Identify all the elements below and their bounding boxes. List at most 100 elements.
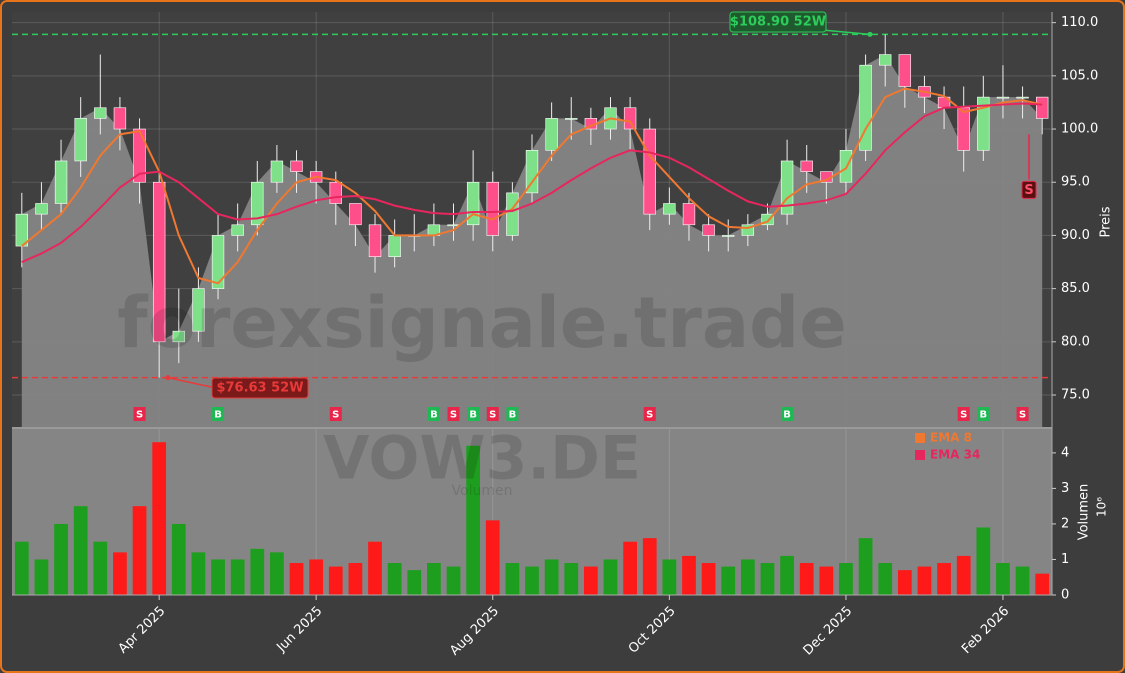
signal-box [486,407,499,421]
signal-box [781,407,794,421]
volume-bar [839,563,853,595]
range-arrow-head [165,375,171,381]
candle-body [74,118,87,162]
signal-label: B [509,410,517,421]
volume-bar [73,506,88,595]
range-arrow [167,376,217,389]
volume-bar [682,555,696,595]
volume-bar [740,559,755,595]
candle-body [466,181,480,226]
candle-body [702,224,715,236]
candle-body [388,235,401,258]
volume-bar [760,563,775,595]
volume-bar [132,506,147,595]
volume-bar [584,566,598,595]
volume-bar [54,523,68,595]
volume-bar [917,566,932,595]
volume-bar [309,559,324,595]
volume-bar [368,541,382,595]
signal-label: S [646,410,653,421]
last-signal-box [1021,180,1037,199]
volume-bar [171,523,186,595]
y-tick-label: 90.0 [1061,228,1090,243]
signal-box [506,407,519,421]
candle-body [996,96,1010,99]
candle-body [329,181,342,204]
range-arrow-head [867,31,873,37]
candle-body [859,64,872,151]
volume-bar [446,566,461,595]
y2-scale-label: 10⁶ [1095,497,1109,517]
volume-bar [642,538,657,595]
ema-line [21,87,1043,285]
candle-body [663,203,676,215]
candle-body [643,128,656,215]
candle-body [231,224,244,236]
signal-box [467,407,480,421]
volume-bar [544,559,559,595]
candle-body [1036,96,1049,119]
y-tick-label: 100.0 [1061,122,1098,137]
candle-body [898,54,912,87]
sub-watermark: Volumen [452,483,513,499]
volume-bar [721,566,736,595]
candle-body [290,160,303,172]
volume-bar [466,445,480,595]
volume-bar [289,563,304,595]
candle-body [780,160,794,215]
candle-body [270,160,284,183]
volume-bar [819,566,834,595]
signal-label: B [783,410,791,421]
candle-body [15,213,28,247]
candle-body [94,107,107,119]
candle-body [54,160,68,204]
volume-bar [976,527,991,595]
signal-box [1016,407,1029,421]
candle-body [741,224,755,236]
signal-box [212,407,225,421]
volume-bar [780,555,794,595]
volume-bar [878,563,893,595]
volume-bar [1035,573,1050,595]
signal-box [957,407,970,421]
watermark: forexsignale.trade [117,282,846,364]
range-label-box [729,11,827,33]
signal-label: S [450,410,457,421]
signal-label: S [489,410,496,421]
y2-tick-label: 4 [1061,445,1069,460]
candle-body [525,150,539,194]
signal-label: S [960,410,967,421]
last-signal: S [1024,183,1033,198]
y-tick-label: 105.0 [1061,68,1098,83]
signal-label: B [214,410,222,421]
volume-bar [191,552,206,595]
candle-body [1016,96,1029,99]
signal-label: S [1019,410,1026,421]
signal-box [133,407,146,421]
signal-box [447,407,460,421]
candle-body [251,181,264,226]
legend-label: EMA 34 [930,448,980,462]
candle-body [368,224,382,258]
volume-bar [113,552,127,595]
y-tick-label: 85.0 [1061,281,1090,296]
symbol-watermark: VOW3.DE [323,424,641,494]
volume-bar [230,559,245,595]
volume-bar [152,442,167,595]
signal-label: S [332,410,339,421]
candle-body [506,192,519,236]
y-tick-label: 80.0 [1061,334,1090,349]
y2-tick-label: 3 [1061,481,1069,496]
signal-label: B [469,410,477,421]
volume-bar [564,563,579,595]
signal-box [427,407,440,421]
candle-body [957,107,970,151]
volume-bar [525,566,539,595]
volume-bar [270,552,284,595]
legend-label: EMA 8 [930,431,972,445]
signal-label: S [136,410,143,421]
candle-body [879,54,892,66]
volume-bar [407,570,422,595]
candle-body [565,118,578,120]
